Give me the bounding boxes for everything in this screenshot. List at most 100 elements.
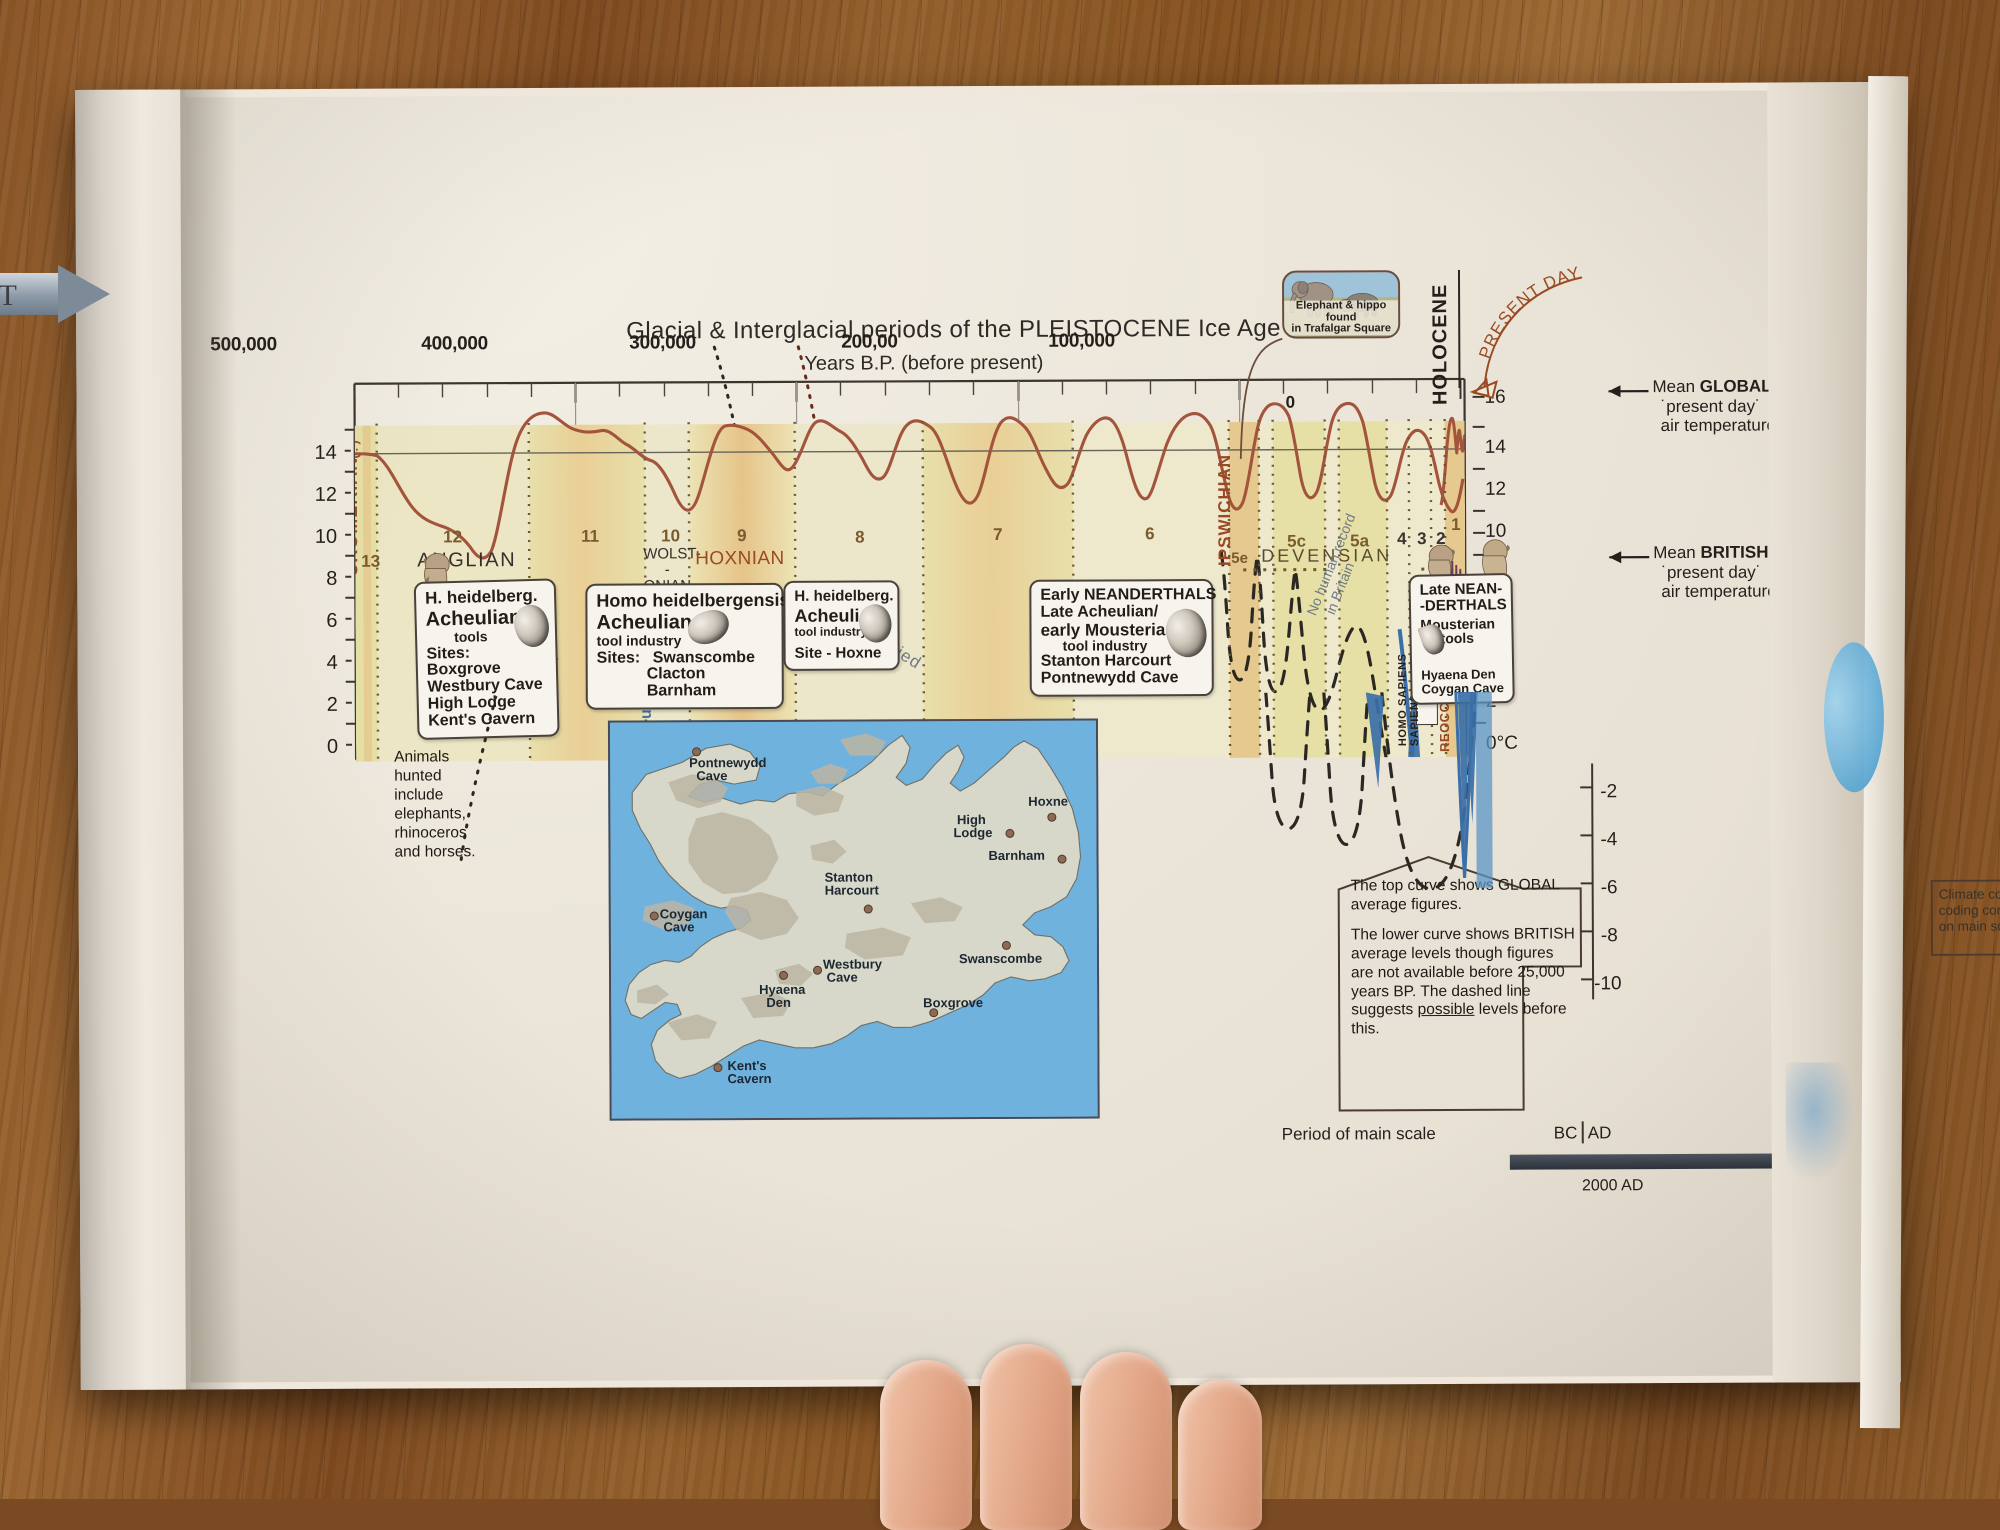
y-tick-right--6: -6 (1601, 877, 1618, 899)
legend-global-prefix: Mean (1652, 377, 1699, 396)
start-tab-label: START (0, 279, 19, 313)
map-dot-kents-cavern[interactable] (713, 1063, 722, 1072)
map-label-swanscombe: Swanscombe (959, 952, 1042, 966)
page-title: Glacial & Interglacial periods of the PL… (626, 314, 1386, 345)
x-tick-300000: 300,000 (629, 332, 696, 354)
box5-industry-sub: tools (1440, 630, 1503, 646)
animals-hunted-note: Animals hunted include elephants, rhinoc… (394, 748, 475, 862)
info-box-2[interactable]: Homo heidelbergensis Acheulian tool indu… (585, 583, 784, 710)
box4-site-2: Pontnewydd Cave (1041, 670, 1204, 688)
x-tick-400000: 400,000 (421, 333, 488, 355)
legend-global-line3: air temperature (1661, 416, 1776, 436)
map-dot-westbury-cave[interactable] (813, 966, 822, 975)
map-label-pontnewydd: Pontnewydd Cave (689, 756, 766, 783)
holocene-axis-line (1458, 270, 1461, 388)
stage-4: 4 (1397, 529, 1407, 549)
y-tick-left-0: 0 (298, 736, 338, 759)
map-dot-hyaena-den[interactable] (779, 971, 788, 980)
start-tab[interactable]: START (0, 265, 110, 323)
stage-10: 10 (661, 526, 680, 546)
box2-title: Homo heidelbergensis (596, 591, 773, 611)
y-tick-left-12: 12 (297, 484, 337, 507)
y-tick-right--8: -8 (1601, 925, 1618, 947)
box2-industry-sub: tool industry (597, 633, 774, 648)
period-cromerian: CROMERIAN (354, 457, 362, 577)
open-book: Glacial & Interglacial periods of the PL… (75, 82, 1901, 1390)
start-tab-arrow-icon (58, 265, 110, 323)
box4-site-1: Stanton Harcourt (1041, 653, 1204, 671)
stage-12: 12 (443, 527, 462, 547)
info-box-5[interactable]: Late NEAN- -DERTHALS Mousterian tools Hy… (1408, 573, 1514, 705)
y-tick-left-2: 2 (298, 694, 338, 717)
info-box-3[interactable]: H. heidelberg. Acheulian tool industry S… (783, 580, 899, 670)
map-label-coygan-cave: Coygan Cave (660, 907, 708, 934)
legend-mean-global: Mean GLOBAL ˙present day˙ air temperatur… (1652, 377, 1776, 437)
hand (880, 1330, 1300, 1520)
map-label-hoxne: Hoxne (1028, 795, 1068, 808)
box5-title-2: -DERTHALS (1420, 597, 1503, 614)
legend-british-prefix: Mean (1653, 543, 1700, 562)
stage-9: 9 (737, 526, 747, 546)
stage-8: 8 (855, 528, 865, 548)
x-tick-100000: 100,000 (1048, 330, 1115, 352)
stage-11: 11 (581, 527, 599, 547)
box2-sites-label: Sites: (597, 649, 641, 666)
legend-british-bold: BRITISH (1700, 543, 1768, 562)
y-tick-left-8: 8 (297, 568, 337, 591)
finger-1 (880, 1360, 972, 1530)
elephant-callout-line2: in Trafalgar Square (1291, 323, 1391, 335)
map-dot-high-lodge[interactable] (1005, 829, 1014, 838)
lower-axis-ticks (1566, 763, 1601, 1003)
finger-4 (1178, 1380, 1262, 1530)
next-page-blue-smudge (1785, 1062, 1856, 1182)
scale-end-2000ad: 2000 AD (1582, 1177, 1643, 1195)
stage-13: 13 (361, 552, 380, 572)
map-dot-hoxne[interactable] (1047, 813, 1056, 822)
legend-global-bold: GLOBAL (1700, 377, 1772, 396)
map-dot-barnham[interactable] (1058, 855, 1067, 864)
period-of-main-scale-label: Period of main scale (1282, 1124, 1436, 1145)
map-dot-coygan-cave[interactable] (650, 911, 659, 920)
y-tick-left-6: 6 (297, 610, 337, 633)
info-box-4[interactable]: Early NEANDERTHALS Late Acheulian/ early… (1029, 579, 1214, 697)
map-label-westbury-cave: Westbury Cave (823, 957, 882, 984)
period-cromerian-query: (?) (354, 439, 360, 459)
period-hoxnian: HOXNIAN (695, 548, 784, 570)
mean-global-arrow-icon (1590, 381, 1650, 401)
y-tick-right--4: -4 (1600, 829, 1617, 851)
map-label-boxgrove: Boxgrove (923, 996, 983, 1010)
map-label-hyaena-den: Hyaena Den (759, 983, 805, 1010)
box3-title: H. heidelberg. (794, 588, 889, 604)
explain-paragraph-1: The top curve shows GLOBAL average figur… (1351, 876, 1575, 915)
x-tick-200000: 200,00 (841, 331, 897, 353)
legend-british-line2: ˙present day˙ (1661, 562, 1761, 581)
map-dot-swanscombe[interactable] (1002, 941, 1011, 950)
explain-underlined-word: possible (1418, 1001, 1475, 1018)
legend-mean-british: Mean BRITISH ˙present day˙ air temperatu… (1653, 543, 1777, 603)
chart-page: Glacial & Interglacial periods of the PL… (185, 91, 1791, 1383)
mean-british-arrow-icon (1591, 547, 1651, 567)
y-tick-left-4: 4 (298, 652, 338, 675)
y-tick-left-10: 10 (297, 526, 337, 549)
ad-label: AD (1588, 1123, 1612, 1143)
finger-2 (980, 1344, 1072, 1530)
box4-title: Early NEANDERTHALS (1040, 587, 1203, 605)
curve-explanation-callout: The top curve shows GLOBAL average figur… (1337, 854, 1584, 1112)
box2-site-3: Barnham (647, 683, 774, 700)
gutter-shadow (180, 89, 242, 1389)
period-holocene: HOLOCENE (1429, 284, 1453, 405)
box2-site-1: Swanscombe (653, 649, 755, 666)
box3-sites-label: Site - Hoxne (795, 646, 890, 662)
present-day-label: PRESENT DAY (1475, 263, 1583, 361)
box5-site-2: Coygan Cave (1421, 681, 1504, 696)
elephant-callout-line1: Elephant & hippo found (1296, 300, 1387, 324)
info-box-1[interactable]: H. heidelberg. Acheulian tools Sites: Bo… (414, 578, 560, 739)
present-day-arrow: PRESENT DAY (1462, 259, 1593, 400)
map-label-barnham: Barnham (988, 849, 1044, 862)
map-dot-stanton-harcourt[interactable] (864, 905, 873, 914)
period-ipswichian: IPSWICHIAN (1215, 454, 1235, 566)
box2-industry: Acheulian (596, 612, 773, 634)
